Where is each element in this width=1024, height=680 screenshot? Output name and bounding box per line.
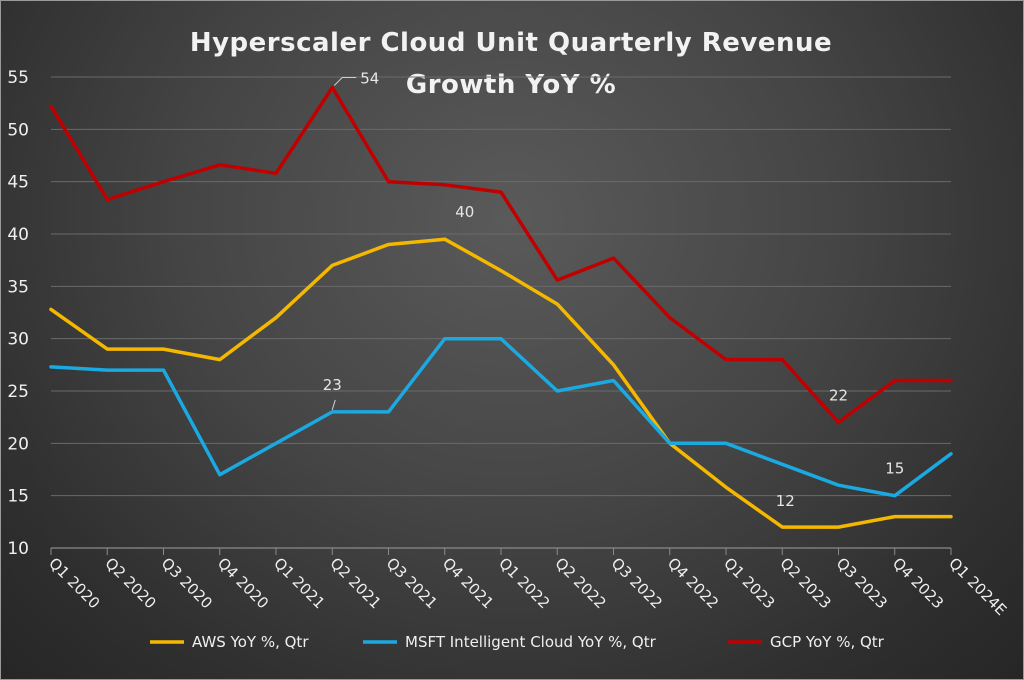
x-tick-label: Q2 2023 bbox=[776, 554, 834, 612]
x-tick-label: Q4 2021 bbox=[439, 554, 497, 612]
data-label: 12 bbox=[776, 492, 795, 510]
y-tick-label: 50 bbox=[7, 120, 29, 140]
y-tick-label: 35 bbox=[7, 277, 29, 297]
data-label-leader bbox=[333, 76, 357, 86]
series-lines bbox=[49, 85, 953, 529]
legend-label-0: AWS YoY %, Qtr bbox=[192, 633, 309, 651]
x-tick-label: Q1 2021 bbox=[270, 554, 328, 612]
x-tick-label: Q3 2023 bbox=[833, 554, 891, 612]
data-label: 22 bbox=[829, 386, 848, 404]
x-tick-label: Q1 2023 bbox=[720, 554, 778, 612]
y-axis-ticks: 10 15 20 25 30 35 40 45 50 55 bbox=[7, 68, 29, 559]
x-tick-label: Q2 2020 bbox=[101, 554, 159, 612]
y-tick-label: 55 bbox=[7, 68, 29, 88]
x-tick-label: Q4 2020 bbox=[214, 554, 272, 612]
x-tick-label: Q1 2024E bbox=[945, 554, 1010, 619]
data-label: 40 bbox=[455, 203, 474, 221]
x-tick-label: Q3 2022 bbox=[608, 554, 666, 612]
series-line-2 bbox=[49, 85, 953, 425]
y-tick-label: 15 bbox=[7, 487, 29, 507]
y-tick-label: 25 bbox=[7, 382, 29, 402]
y-tick-label: 10 bbox=[7, 539, 29, 559]
legend-label-2: GCP YoY %, Qtr bbox=[770, 633, 885, 651]
y-tick-label: 40 bbox=[7, 225, 29, 245]
data-label: 23 bbox=[323, 376, 342, 394]
data-label: 54 bbox=[360, 69, 379, 87]
series-line-0 bbox=[49, 237, 953, 529]
chart-title-line1: Hyperscaler Cloud Unit Quarterly Revenue bbox=[190, 28, 832, 58]
data-label-leader bbox=[331, 399, 336, 411]
data-label: 15 bbox=[885, 460, 904, 478]
y-tick-label: 20 bbox=[7, 434, 29, 454]
x-tick-label: Q3 2020 bbox=[158, 554, 216, 612]
legend-label-1: MSFT Intelligent Cloud YoY %, Qtr bbox=[405, 633, 657, 651]
x-tick-label: Q3 2021 bbox=[383, 554, 441, 612]
x-tick-label: Q2 2022 bbox=[551, 554, 609, 612]
legend: AWS YoY %, Qtr MSFT Intelligent Cloud YoY… bbox=[150, 633, 885, 651]
x-tick-label: Q4 2023 bbox=[889, 554, 947, 612]
y-tick-label: 45 bbox=[7, 173, 29, 193]
x-tick-label: Q4 2022 bbox=[664, 554, 722, 612]
series-line-1 bbox=[49, 336, 953, 498]
x-tick-label: Q2 2021 bbox=[326, 554, 384, 612]
data-labels: 54 40 23 22 15 12 bbox=[323, 69, 905, 510]
y-tick-label: 30 bbox=[7, 330, 29, 350]
chart-title-line2: Growth YoY % bbox=[406, 70, 616, 100]
x-tick-label: Q1 2022 bbox=[495, 554, 553, 612]
x-tick-label: Q1 2020 bbox=[45, 554, 103, 612]
